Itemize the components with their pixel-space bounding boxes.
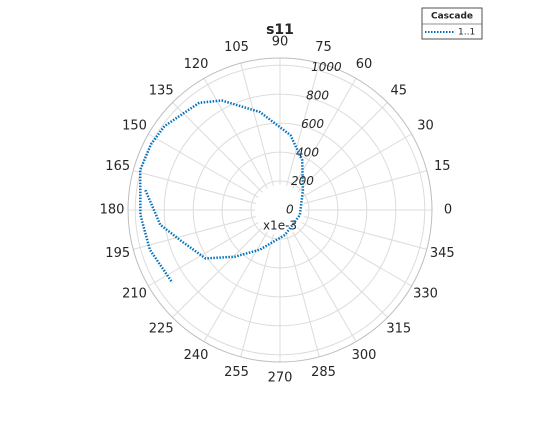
grid-spoke [148,133,259,198]
theta-tick-label: 45 [391,84,408,99]
grid-spoke [301,222,412,287]
theta-tick-label: 285 [311,365,336,380]
grid-spoke [240,63,275,186]
legend-title: Cascade [431,12,473,22]
r-tick-label: 800 [306,88,329,102]
theta-tick-label: 165 [105,159,130,174]
theta-tick-label: 315 [386,321,411,336]
grid-spoke [133,215,256,250]
theta-tick-label: 180 [100,203,125,218]
theta-tick-label: 195 [105,246,130,261]
theta-tick-label: 60 [356,57,373,72]
theta-tick-label: 270 [268,371,293,386]
legend-box [421,7,483,40]
theta-tick-label: 210 [122,287,147,302]
theta-tick-label: 330 [413,287,438,302]
theta-tick-label: 255 [224,365,249,380]
theta-tick-label: 300 [352,348,377,363]
grid-spoke [285,234,320,357]
grid-spoke [297,102,388,193]
grid-spoke [292,78,357,189]
r-tick-label: 400 [296,145,319,159]
r-exponent: x1e-3 [263,219,297,233]
theta-tick-label: 240 [184,348,209,363]
grid-spoke [203,231,268,342]
r-tick-label: 600 [301,117,324,131]
grid-spoke [297,227,388,318]
grid-spoke [304,215,427,250]
grid-spoke [301,133,412,198]
theta-tick-label: 0 [444,203,452,218]
chart-title: s11 [266,22,294,38]
series-line [138,99,305,284]
grid-spoke [133,170,256,205]
theta-tick-label: 90 [272,35,289,50]
theta-tick-label: 75 [315,40,332,55]
grid-spoke [172,102,263,193]
grid-spoke [285,63,320,186]
polar-outline [127,57,433,363]
theta-tick-label: 345 [430,246,455,261]
theta-tick-label: 120 [184,57,209,72]
theta-tick-label: 225 [149,321,174,336]
theta-tick-label: 135 [149,84,174,99]
theta-tick-label: 15 [434,159,451,174]
r-tick-label: 0 [286,203,294,217]
grid-spoke [203,78,268,189]
grid-spoke [292,231,357,342]
legend-label: 1..1 [458,28,475,38]
theta-tick-label: 105 [224,40,249,55]
grid-spoke [240,234,275,357]
grid-spoke [304,170,427,205]
grid-spoke [172,227,263,318]
theta-tick-label: 150 [122,119,147,134]
theta-tick-label: 30 [417,119,434,134]
r-tick-label: 1000 [311,60,342,74]
